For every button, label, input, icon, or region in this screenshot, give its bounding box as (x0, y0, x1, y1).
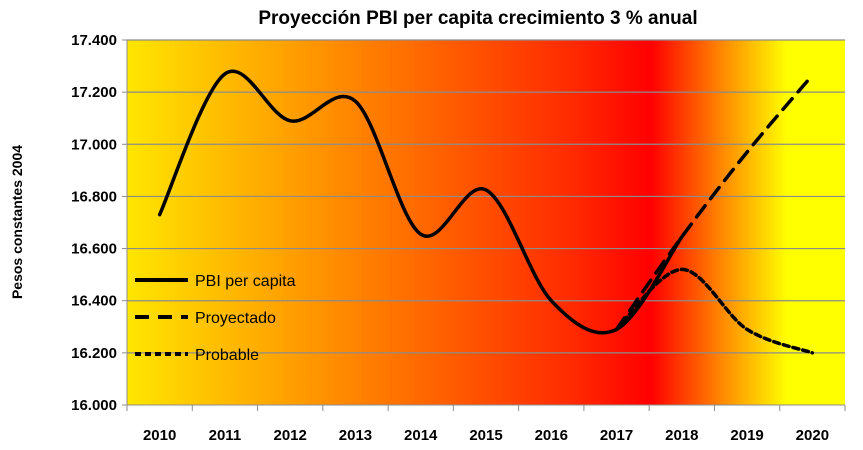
series-line-proyectado (614, 73, 815, 332)
y-tick-label: 16.200 (71, 345, 117, 362)
x-tick-label: 2012 (273, 427, 306, 444)
x-tick-label: 2015 (469, 427, 502, 444)
plot-area (127, 40, 845, 405)
x-tick-label: 2013 (339, 427, 372, 444)
x-tick-label: 2010 (143, 427, 176, 444)
y-tick-label: 16.400 (71, 293, 117, 310)
y-tick-label: 17.200 (71, 84, 117, 101)
legend-label: PBI per capita (195, 273, 296, 290)
legend-label: Probable (195, 347, 259, 364)
series-line-pbi-per-capita (157, 69, 684, 335)
x-tick-label: 2018 (665, 427, 698, 444)
legend: PBI per capita Proyectado Probable (135, 273, 296, 364)
x-tick-label: 2020 (796, 427, 829, 444)
x-tick-label: 2011 (209, 427, 242, 444)
x-tick-label: 2019 (730, 427, 763, 444)
y-axis-label: Pesos constantes 2004 (9, 145, 25, 299)
chart-title: Proyección PBI per capita crecimiento 3 … (258, 8, 697, 29)
y-tick-label: 16.800 (71, 188, 117, 205)
x-tick-label: 2016 (535, 427, 568, 444)
y-tick-label: 17.000 (71, 136, 117, 153)
y-tick-label: 17.400 (71, 32, 117, 49)
x-tick-label: 2014 (404, 427, 438, 444)
x-tick-label: 2017 (600, 427, 633, 444)
y-tick-label: 16.600 (71, 241, 117, 258)
y-tick-label: 16.000 (71, 397, 117, 414)
legend-label: Proyectado (195, 310, 276, 327)
